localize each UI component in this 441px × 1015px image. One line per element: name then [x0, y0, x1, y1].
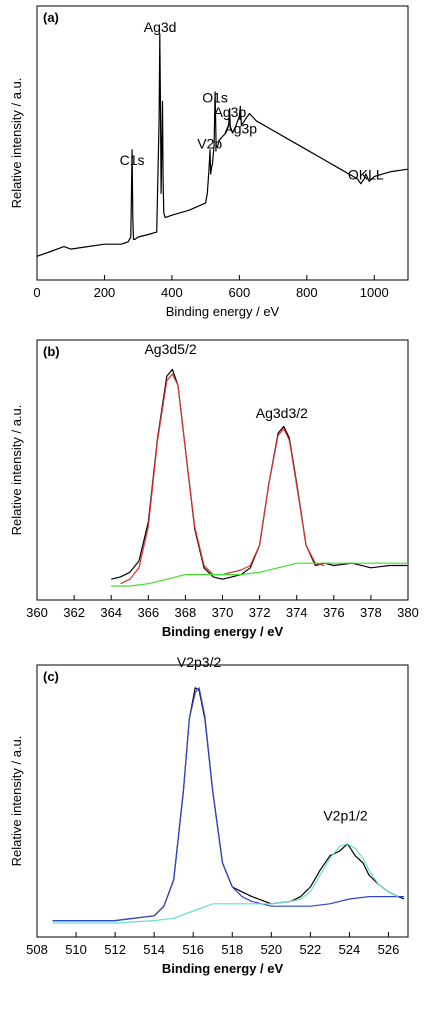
x-axis-title: Binding energy / eV — [162, 961, 284, 976]
peak-label: V2p — [197, 135, 222, 151]
x-tick-label: 516 — [182, 942, 204, 957]
peak-label: V2p1/2 — [323, 808, 368, 824]
series-line-3 — [52, 843, 399, 924]
peak-label: O1s — [202, 89, 228, 105]
series-line-1 — [52, 687, 405, 922]
x-tick-label: 522 — [300, 942, 322, 957]
peak-label: V2p3/2 — [177, 654, 222, 670]
plot-frame — [36, 664, 409, 938]
x-tick-label: 200 — [94, 285, 116, 300]
chart-panel-2: 360 362 364 366 368 370 372 374 376 378 380 (b) Ag3d… — [9, 339, 419, 639]
x-tick-label: 800 — [296, 285, 318, 300]
peak-label: Ag3d3/2 — [256, 405, 308, 421]
peak-label: C1s — [120, 152, 145, 168]
x-tick-label: 360 — [26, 605, 48, 620]
x-tick-label: 1000 — [360, 285, 389, 300]
peak-label: Ag3d5/2 — [144, 341, 196, 357]
x-tick-label: 508 — [26, 942, 48, 957]
x-tick-label: 372 — [249, 605, 271, 620]
x-tick-label: 526 — [378, 942, 400, 957]
y-axis-title: Relative intensity / a.u. — [9, 736, 24, 867]
panel-label: (a) — [43, 10, 59, 25]
x-tick-label: 380 — [397, 605, 419, 620]
x-tick-label: 400 — [161, 285, 183, 300]
plot-frame — [36, 339, 409, 601]
chart-panel-1: 0 200 400 600 800 1000(a)Ag3dC1sV2pO1sAg3pAg3… — [9, 5, 409, 319]
peak-label: OKLL — [348, 167, 384, 183]
peak-label: Ag3p — [224, 121, 257, 137]
panel-label: (c) — [43, 669, 59, 684]
x-tick-label: 364 — [100, 605, 122, 620]
series-line-3 — [111, 562, 408, 587]
x-tick-label: 374 — [286, 605, 308, 620]
x-tick-label: 368 — [175, 605, 197, 620]
series-line-2 — [52, 687, 405, 922]
x-tick-label: 512 — [104, 942, 126, 957]
x-tick-label: 376 — [323, 605, 345, 620]
y-axis-title: Relative intensity / a.u. — [9, 78, 24, 209]
x-tick-label: 600 — [229, 285, 251, 300]
x-axis-title: Binding energy / eV — [166, 304, 280, 319]
x-tick-label: 378 — [360, 605, 382, 620]
peak-label: Ag3d — [144, 19, 177, 35]
peak-label: Ag3p — [214, 104, 247, 120]
x-tick-label: 518 — [221, 942, 243, 957]
x-tick-label: 524 — [339, 942, 361, 957]
x-tick-label: 520 — [260, 942, 282, 957]
x-axis-title: Binding energy / eV — [162, 624, 284, 639]
x-tick-label: 370 — [212, 605, 234, 620]
x-tick-label: 366 — [137, 605, 159, 620]
series-line-1 — [111, 368, 408, 580]
x-tick-label: 0 — [33, 285, 40, 300]
plot-frame — [36, 5, 409, 281]
series-line-1 — [36, 33, 409, 257]
panel-label: (b) — [43, 344, 60, 359]
x-tick-label: 362 — [63, 605, 85, 620]
y-axis-title: Relative intensity / a.u. — [9, 405, 24, 536]
x-tick-label: 514 — [143, 942, 165, 957]
x-tick-label: 510 — [65, 942, 87, 957]
chart-panel-3: 508 510 512 514 516 518 520 522 524 526 (c) V2p3/2 V… — [9, 654, 409, 976]
